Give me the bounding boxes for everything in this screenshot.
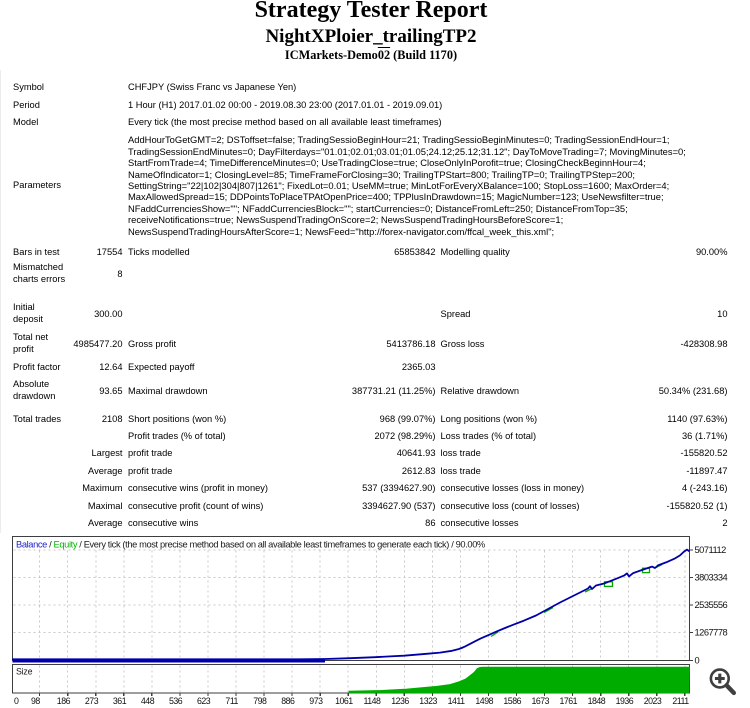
svg-text:361: 361 [113,696,127,706]
svg-text:973: 973 [309,696,323,706]
svg-text:1673: 1673 [532,696,550,706]
svg-text:98: 98 [31,696,40,706]
svg-text:0: 0 [14,696,19,706]
svg-text:536: 536 [169,696,183,706]
svg-text:1498: 1498 [475,696,493,706]
svg-text:1586: 1586 [503,696,521,706]
svg-text:798: 798 [253,696,267,706]
svg-text:2535556: 2535556 [695,600,728,610]
svg-text:1411: 1411 [448,696,466,706]
svg-text:448: 448 [141,696,155,706]
svg-text:2111: 2111 [672,696,689,706]
svg-text:Size: Size [16,667,33,677]
svg-text:623: 623 [197,696,211,706]
svg-text:1761: 1761 [560,696,578,706]
svg-text:186: 186 [57,696,71,706]
svg-text:0: 0 [695,656,700,666]
svg-text:Balance / Equity / Every tick: Balance / Equity / Every tick (the most … [16,539,485,549]
svg-text:1267778: 1267778 [695,628,728,638]
svg-text:2023: 2023 [644,696,662,706]
svg-text:5071112: 5071112 [695,545,727,555]
svg-text:1061: 1061 [335,696,353,706]
svg-text:1236: 1236 [391,696,409,706]
svg-text:273: 273 [85,696,99,706]
svg-text:1848: 1848 [588,696,606,706]
svg-text:1936: 1936 [616,696,634,706]
svg-text:1148: 1148 [364,696,382,706]
svg-text:1323: 1323 [419,696,437,706]
svg-text:886: 886 [281,696,295,706]
svg-text:3803334: 3803334 [695,573,728,583]
svg-text:711: 711 [225,696,238,706]
